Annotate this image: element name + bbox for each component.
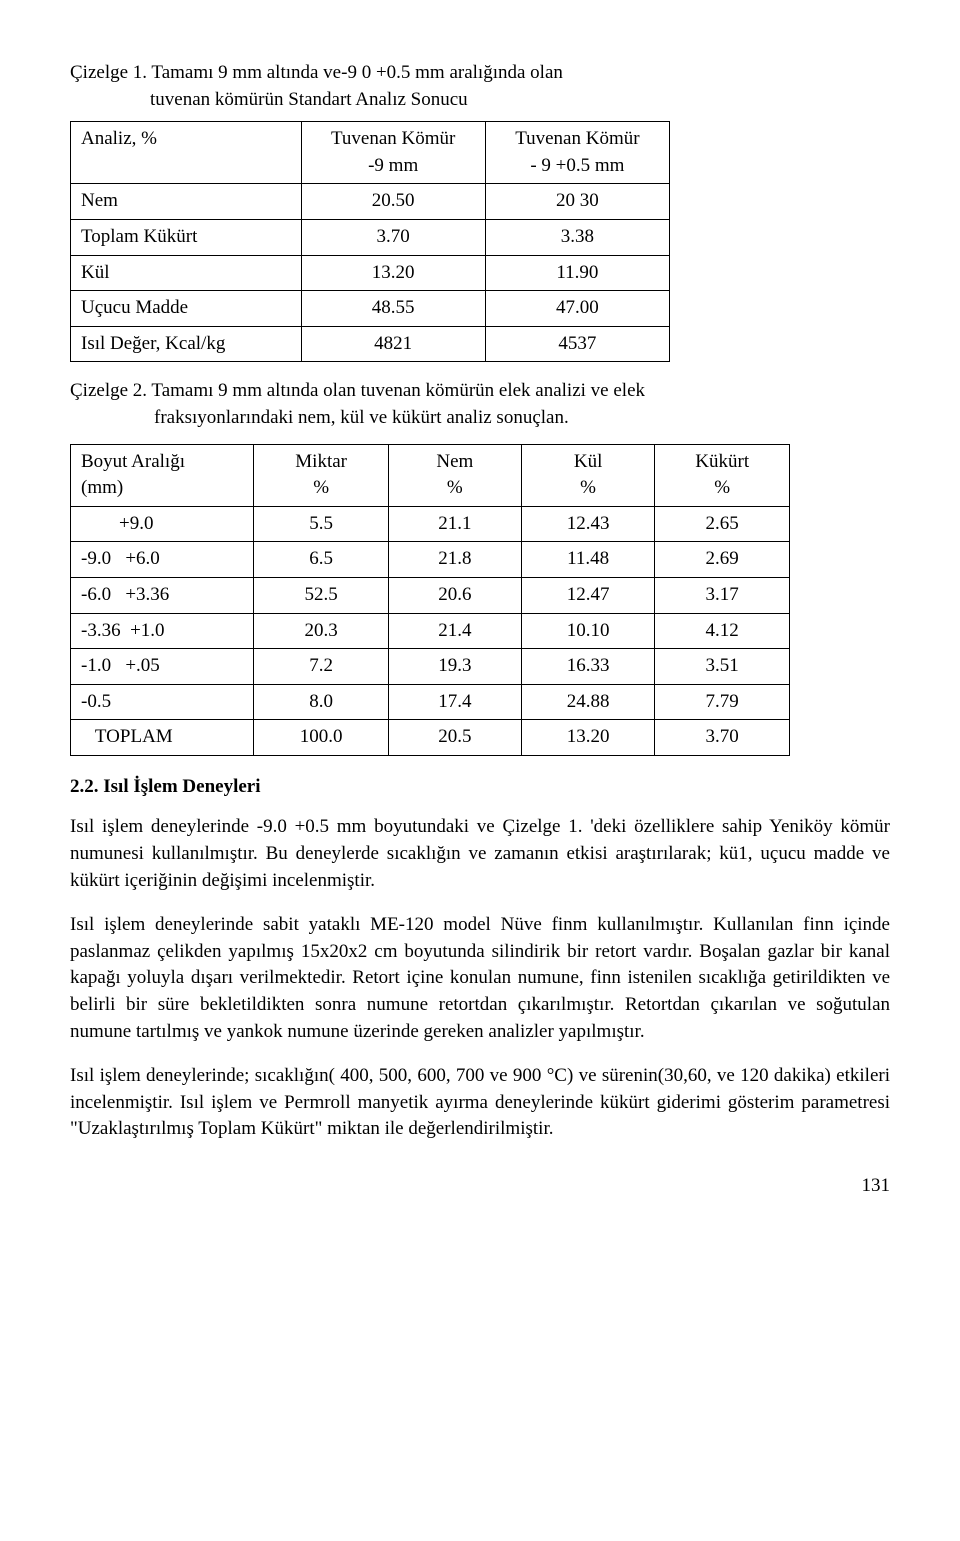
table-row: Nem 20.50 20 30 [71, 184, 670, 220]
table1-caption-line2: tuvenan kömürün Standart Analız Sonucu [70, 87, 890, 114]
table-cell: 2.65 [655, 506, 790, 542]
table1-header-cell: Tuvenan Kömür -9 mm [301, 122, 485, 184]
table1-header-cell: Tuvenan Kömür - 9 +0.5 mm [485, 122, 669, 184]
table-cell: 3.70 [301, 219, 485, 255]
table1-caption: Çizelge 1. Tamamı 9 mm altında ve-9 0 +0… [70, 60, 890, 113]
table-row: -6.0 +3.36 52.5 20.6 12.47 3.17 [71, 577, 790, 613]
table-cell: 8.0 [254, 684, 388, 720]
table2-caption: Çizelge 2. Tamamı 9 mm altında olan tuve… [70, 378, 890, 431]
table-cell: 100.0 [254, 720, 388, 756]
table-cell: 10.10 [521, 613, 655, 649]
table2: Boyut Aralığı Miktar Nem Kül Kükürt (mm)… [70, 444, 790, 756]
paragraph-2: Isıl işlem deneylerinde sabit yataklı ME… [70, 912, 890, 1045]
table2-header-cell: % [521, 475, 655, 506]
table-cell: 6.5 [254, 542, 388, 578]
table-row: Isıl Değer, Kcal/kg 4821 4537 [71, 326, 670, 362]
table-cell: 21.4 [388, 613, 521, 649]
table1-header-cell: Analiz, % [71, 122, 302, 184]
table-cell: 7.79 [655, 684, 790, 720]
table-cell: 2.69 [655, 542, 790, 578]
table-cell: 13.20 [301, 255, 485, 291]
table-row: Toplam Kükürt 3.70 3.38 [71, 219, 670, 255]
table-cell: -6.0 +3.36 [71, 577, 254, 613]
table-cell: 17.4 [388, 684, 521, 720]
table-cell: 4821 [301, 326, 485, 362]
table-cell: 48.55 [301, 291, 485, 327]
table-cell: 19.3 [388, 649, 521, 685]
table-cell: 20.6 [388, 577, 521, 613]
table1-header-row: Analiz, % Tuvenan Kömür -9 mm Tuvenan Kö… [71, 122, 670, 184]
table2-header-row-top: Boyut Aralığı Miktar Nem Kül Kükürt [71, 444, 790, 475]
table-cell: 3.51 [655, 649, 790, 685]
table-cell: 3.70 [655, 720, 790, 756]
table-cell: 52.5 [254, 577, 388, 613]
table-cell: 20.50 [301, 184, 485, 220]
table2-header-cell: (mm) [71, 475, 254, 506]
table2-header-cell: Kül [521, 444, 655, 475]
table2-header-cell: % [254, 475, 388, 506]
table-cell: Uçucu Madde [71, 291, 302, 327]
table2-header-row-bot: (mm) % % % % [71, 475, 790, 506]
table-cell: 21.8 [388, 542, 521, 578]
table-cell: 5.5 [254, 506, 388, 542]
table-row: TOPLAM 100.0 20.5 13.20 3.70 [71, 720, 790, 756]
table-cell: -0.5 [71, 684, 254, 720]
table-cell: 16.33 [521, 649, 655, 685]
table1: Analiz, % Tuvenan Kömür -9 mm Tuvenan Kö… [70, 121, 670, 362]
table-cell: Kül [71, 255, 302, 291]
table-cell: 11.48 [521, 542, 655, 578]
table-cell: -1.0 +.05 [71, 649, 254, 685]
table-cell: 12.43 [521, 506, 655, 542]
paragraph-1: Isıl işlem deneylerinde -9.0 +0.5 mm boy… [70, 814, 890, 894]
table-cell: +9.0 [71, 506, 254, 542]
section-heading: 2.2. Isıl İşlem Deneyleri [70, 774, 890, 801]
table2-caption-line1: Çizelge 2. Tamamı 9 mm altında olan tuve… [70, 378, 890, 405]
table-cell: 3.17 [655, 577, 790, 613]
table-cell: Isıl Değer, Kcal/kg [71, 326, 302, 362]
table2-header-cell: Nem [388, 444, 521, 475]
table-cell: 4537 [485, 326, 669, 362]
table2-header-cell: % [388, 475, 521, 506]
table2-header-cell: Miktar [254, 444, 388, 475]
table2-header-cell: % [655, 475, 790, 506]
table-cell: 12.47 [521, 577, 655, 613]
table-cell: TOPLAM [71, 720, 254, 756]
table1-caption-line1: Çizelge 1. Tamamı 9 mm altında ve-9 0 +0… [70, 60, 890, 87]
table-cell: 7.2 [254, 649, 388, 685]
table-cell: 47.00 [485, 291, 669, 327]
table-row: -9.0 +6.0 6.5 21.8 11.48 2.69 [71, 542, 790, 578]
table-cell: 11.90 [485, 255, 669, 291]
table-cell: 13.20 [521, 720, 655, 756]
table2-header-cell: Boyut Aralığı [71, 444, 254, 475]
table-cell: Nem [71, 184, 302, 220]
paragraph-3: Isıl işlem deneylerinde; sıcaklığın( 400… [70, 1063, 890, 1143]
table-cell: 20 30 [485, 184, 669, 220]
table-cell: -3.36 +1.0 [71, 613, 254, 649]
page-number: 131 [70, 1173, 890, 1200]
table-row: +9.0 5.5 21.1 12.43 2.65 [71, 506, 790, 542]
table2-caption-line2: fraksıyonlarındaki nem, kül ve kükürt an… [70, 405, 890, 432]
table-cell: 3.38 [485, 219, 669, 255]
table-cell: 24.88 [521, 684, 655, 720]
table-row: -1.0 +.05 7.2 19.3 16.33 3.51 [71, 649, 790, 685]
table-cell: 20.3 [254, 613, 388, 649]
table-cell: -9.0 +6.0 [71, 542, 254, 578]
table-cell: Toplam Kükürt [71, 219, 302, 255]
table2-header-cell: Kükürt [655, 444, 790, 475]
table-cell: 4.12 [655, 613, 790, 649]
table-row: Kül 13.20 11.90 [71, 255, 670, 291]
table-cell: 20.5 [388, 720, 521, 756]
table-row: -0.5 8.0 17.4 24.88 7.79 [71, 684, 790, 720]
table-row: -3.36 +1.0 20.3 21.4 10.10 4.12 [71, 613, 790, 649]
table-row: Uçucu Madde 48.55 47.00 [71, 291, 670, 327]
table-cell: 21.1 [388, 506, 521, 542]
